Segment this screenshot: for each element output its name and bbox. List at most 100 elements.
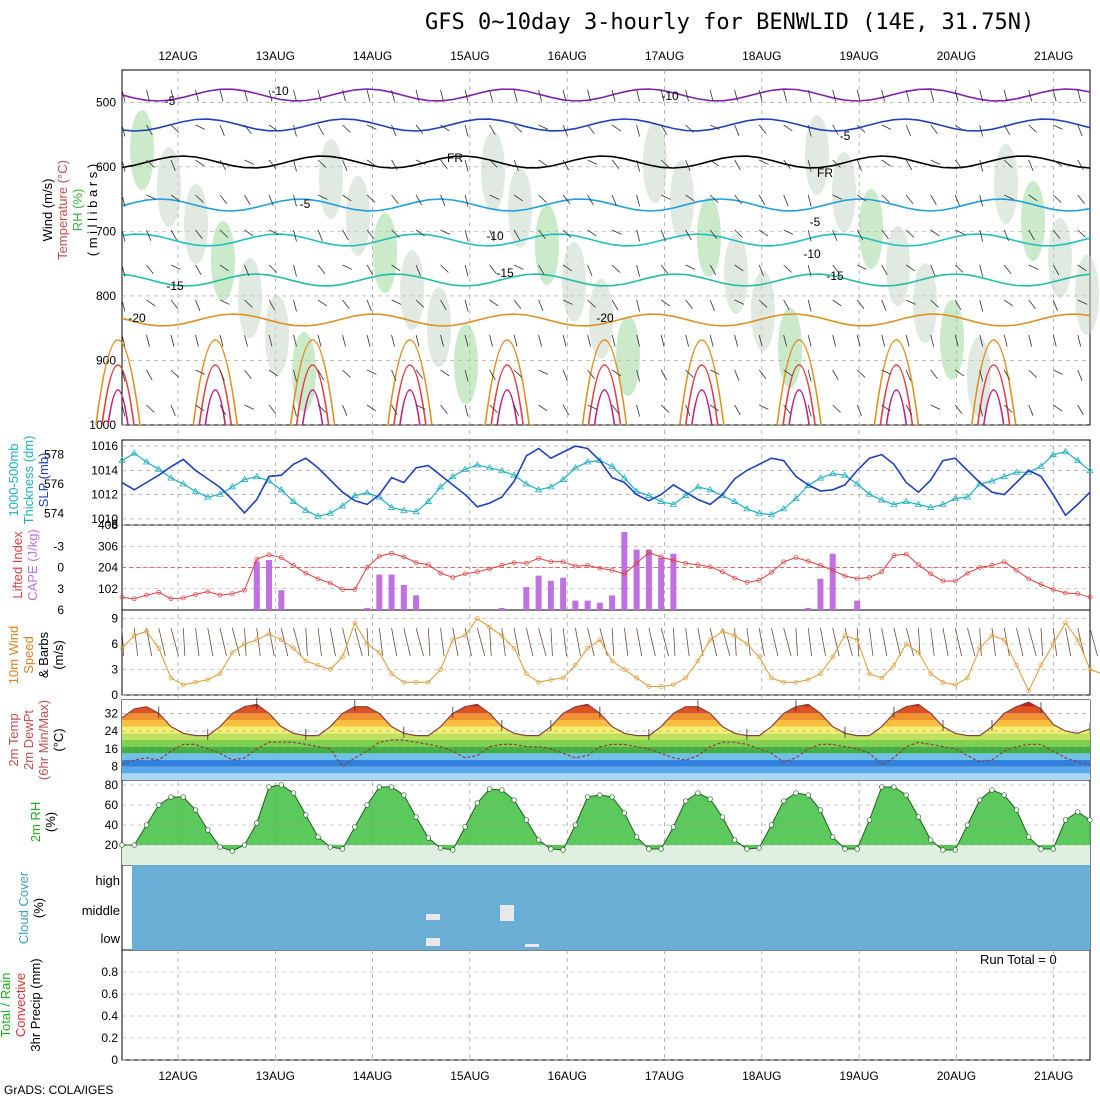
thickness-marker xyxy=(412,508,420,515)
temperature-loop xyxy=(301,389,324,426)
wind-barb xyxy=(121,124,126,137)
surface-wind-barb xyxy=(1089,627,1098,657)
wind-barb xyxy=(244,194,251,206)
rh-marker xyxy=(915,814,922,820)
contour-label: FR xyxy=(817,166,833,180)
wind-speed-marker xyxy=(793,679,799,685)
wind-barb xyxy=(1077,124,1083,136)
wind-barb xyxy=(1028,334,1033,347)
wind-barb xyxy=(660,89,665,102)
thickness-marker xyxy=(485,464,494,471)
contour-label: -20 xyxy=(596,311,614,325)
wind-barb xyxy=(832,124,839,136)
wind-barb xyxy=(1052,89,1057,102)
surface-wind-barb xyxy=(293,627,302,657)
rh-marker xyxy=(732,837,738,843)
thickness-marker xyxy=(694,483,702,490)
wind-barb xyxy=(832,229,838,241)
wind-barb xyxy=(856,404,862,416)
wind-speed-marker xyxy=(340,654,345,660)
wind-barb xyxy=(685,89,689,102)
pressure-tick: 600 xyxy=(96,160,116,174)
rh-marker xyxy=(781,798,787,804)
rh-marker xyxy=(339,846,346,852)
temperature-loop xyxy=(776,339,822,426)
cape-bar xyxy=(253,561,260,610)
wind-barb xyxy=(636,264,640,277)
li-marker xyxy=(609,567,615,573)
wind-barb xyxy=(464,264,469,277)
surface-wind-barb xyxy=(256,627,261,657)
wind-barb xyxy=(930,334,935,347)
wind-barb xyxy=(660,194,671,200)
wind-speed-marker xyxy=(903,641,909,647)
date-label-bottom: 16AUG xyxy=(548,1069,587,1083)
page-title: GFS 0~10day 3-hourly for BENWLID (14E, 3… xyxy=(425,10,1035,35)
li-marker xyxy=(266,552,272,558)
wind-barb xyxy=(807,264,812,277)
wind-barb xyxy=(611,229,622,235)
wind-barb xyxy=(709,264,717,276)
wind-speed-marker xyxy=(744,641,750,647)
li-marker xyxy=(842,573,848,579)
temperature-band xyxy=(122,766,1090,774)
run-total: Run Total = 0 xyxy=(980,952,1057,967)
wind-barb xyxy=(538,369,549,375)
wind-barb xyxy=(244,299,253,308)
li-marker xyxy=(156,589,162,595)
temperature-loop xyxy=(879,364,914,426)
wind-barb xyxy=(195,124,206,130)
temperature-loop xyxy=(885,389,908,426)
li-marker xyxy=(732,575,738,581)
cape-bar xyxy=(400,585,407,610)
date-label-top: 13AUG xyxy=(256,49,295,63)
thickness-marker xyxy=(1012,468,1021,475)
thickness-marker xyxy=(1049,450,1057,458)
wind-barb xyxy=(685,334,689,347)
wind-barb xyxy=(562,404,570,416)
wind-barb xyxy=(121,299,126,312)
li-marker xyxy=(536,555,541,561)
wind-speed-marker xyxy=(303,658,309,664)
thickness-axis-label: Thickness (dm) xyxy=(21,436,36,525)
wind-barb xyxy=(930,194,937,206)
date-label-bottom: 12AUG xyxy=(158,1069,197,1083)
rh-patch xyxy=(751,271,775,351)
wind-barb xyxy=(268,264,278,273)
rh-marker xyxy=(584,794,591,800)
thickness-marker xyxy=(816,474,825,481)
wind-barb xyxy=(979,89,984,102)
wind-barb xyxy=(856,299,865,310)
pressure-tick: 700 xyxy=(96,224,116,238)
rh-marker xyxy=(1026,834,1032,840)
rh-marker xyxy=(830,834,836,840)
wind-speed-marker xyxy=(1001,637,1007,643)
rh-shading xyxy=(130,110,1099,417)
temperature-loop xyxy=(198,364,233,426)
wind-speed-marker xyxy=(720,628,725,634)
wind-barb xyxy=(881,369,892,375)
wind-barb xyxy=(1077,89,1082,102)
temp-axis-label: 2m Temp xyxy=(6,713,21,766)
rh-marker xyxy=(719,814,726,820)
temperature-loop xyxy=(490,364,524,426)
pressure-tick: 500 xyxy=(96,95,116,109)
wind-speed-marker xyxy=(707,637,713,643)
wind-barb xyxy=(685,299,693,310)
surface-wind-barb xyxy=(587,627,595,657)
wind-barb xyxy=(415,124,424,135)
wind-barb xyxy=(440,89,444,102)
surface-wind-barb xyxy=(783,627,792,657)
wind-speed-marker xyxy=(266,631,272,637)
surface-wind-barb xyxy=(771,627,779,657)
li-marker xyxy=(916,562,921,568)
li-marker xyxy=(450,575,456,580)
li-marker xyxy=(254,556,260,562)
surface-wind-barb xyxy=(305,627,308,657)
li-marker xyxy=(1001,559,1007,565)
temperature-loop xyxy=(976,364,1011,426)
rh-patch xyxy=(130,110,154,190)
wind-speed-marker xyxy=(1087,667,1093,672)
rh-marker xyxy=(1087,817,1093,823)
li-marker xyxy=(205,589,211,594)
